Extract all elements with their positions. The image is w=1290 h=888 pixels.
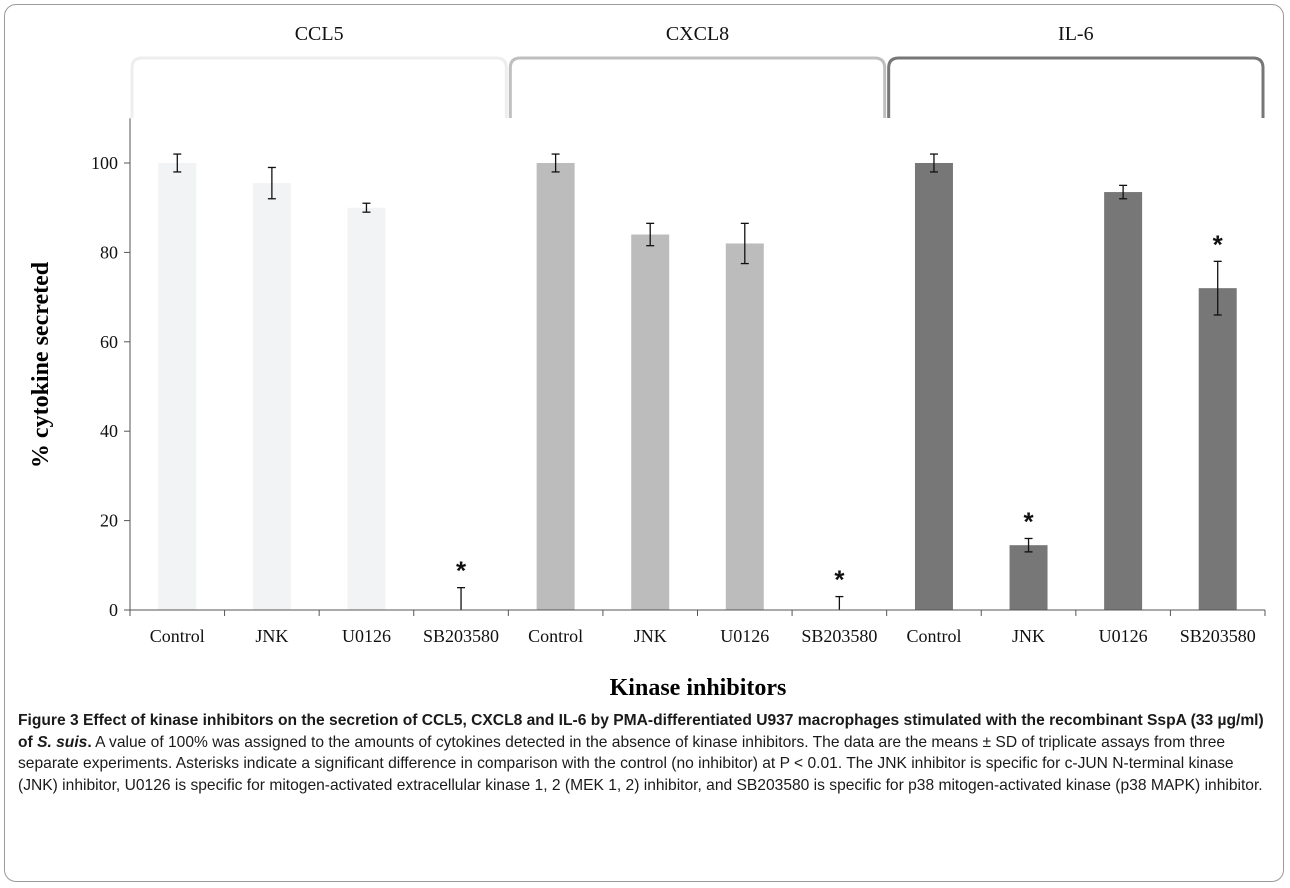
x-tick-label: SB203580 — [1180, 626, 1256, 646]
caption-title: Figure 3 Effect of kinase inhibitors on … — [18, 712, 1264, 751]
significance-marker: * — [1213, 229, 1224, 259]
significance-marker: * — [1023, 506, 1034, 536]
x-axis: Control JNK U0126 SB203580 Control JNK U0126 SB… — [129, 609, 1266, 646]
y-tick-label: 20 — [100, 511, 118, 531]
bar — [631, 234, 670, 610]
group-label: IL-6 — [1058, 23, 1094, 45]
y-tick-label: 80 — [100, 242, 118, 262]
group-bracket — [130, 56, 508, 118]
caption-title-end: . — [87, 733, 92, 751]
caption-species: S. suis — [37, 733, 88, 751]
x-tick-label: SB203580 — [801, 626, 877, 646]
group-bracket — [508, 56, 887, 118]
x-tick-label: JNK — [634, 626, 667, 646]
bar — [536, 163, 575, 610]
y-tick-label: 100 — [91, 153, 118, 173]
figure-frame — [4, 4, 1284, 882]
x-tick-label: Control — [528, 626, 583, 646]
caption-body: A value of 100% was assigned to the amou… — [18, 733, 1263, 794]
y-tick-label: 40 — [100, 421, 118, 441]
x-tick-label: SB203580 — [423, 626, 499, 646]
y-axis-label: % cytokine secreted — [28, 261, 54, 468]
bar — [1009, 545, 1048, 610]
significance-marker: * — [834, 565, 845, 595]
x-tick-label: U0126 — [720, 626, 769, 646]
bar — [158, 163, 197, 610]
y-tick-label: 0 — [109, 600, 118, 620]
figure-caption: Figure 3 Effect of kinase inhibitors on … — [18, 710, 1276, 796]
group-brackets: CCL5 CXCL8 IL-6 — [130, 23, 1265, 118]
bar — [725, 243, 764, 610]
x-tick-label: JNK — [255, 626, 288, 646]
group-label: CXCL8 — [666, 23, 729, 45]
x-tick-label: U0126 — [342, 626, 391, 646]
x-tick-label: JNK — [1012, 626, 1045, 646]
significance-marker: * — [456, 556, 467, 586]
group-bracket — [887, 56, 1265, 118]
group-label: CCL5 — [295, 23, 344, 45]
y-tick-label: 60 — [100, 332, 118, 352]
x-tick-label: Control — [150, 626, 205, 646]
bar — [1104, 192, 1143, 610]
bar-chart: CCL5 CXCL8 IL-6 0 20 40 60 80 100 * * * * Control J… — [28, 23, 1266, 700]
x-tick-label: U0126 — [1099, 626, 1148, 646]
x-tick-label: Control — [906, 626, 961, 646]
bar — [1198, 288, 1237, 610]
y-axis: 0 20 40 60 80 100 — [91, 118, 131, 620]
x-axis-label: Kinase inhibitors — [610, 675, 787, 700]
bars: * * * * — [158, 153, 1237, 611]
bar — [347, 207, 386, 610]
bar — [252, 183, 291, 611]
bar — [914, 163, 953, 610]
